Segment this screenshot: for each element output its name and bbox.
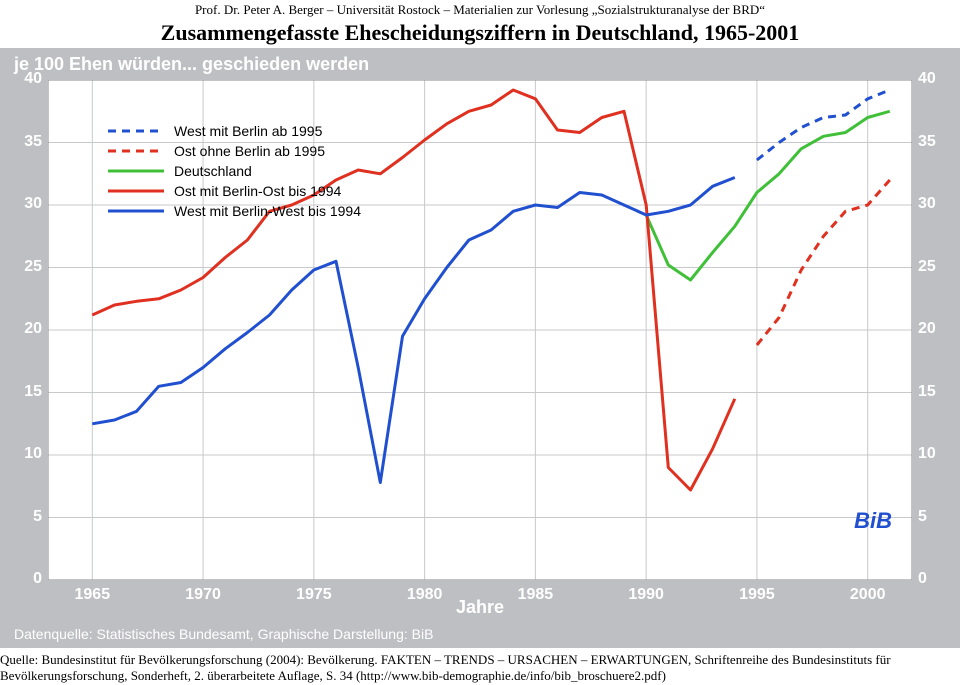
y-tick-label: 35 <box>24 133 42 151</box>
y-tick-label: 15 <box>24 383 42 401</box>
y-tick-label: 5 <box>918 508 927 526</box>
y-tick-label: 30 <box>918 195 936 213</box>
legend-item: West mit Berlin ab 1995 <box>108 122 361 140</box>
legend-item: West mit Berlin-West bis 1994 <box>108 202 361 220</box>
y-tick-label: 0 <box>33 570 42 588</box>
legend-label: West mit Berlin ab 1995 <box>174 123 322 139</box>
legend: West mit Berlin ab 1995 Ost ohne Berlin a… <box>108 122 361 222</box>
legend-item: Ost ohne Berlin ab 1995 <box>108 142 361 160</box>
y-tick-label: 15 <box>918 383 936 401</box>
header-attribution: Prof. Dr. Peter A. Berger – Universität … <box>0 2 960 18</box>
y-tick-label: 20 <box>24 320 42 338</box>
chart-container: je 100 Ehen würden... geschieden werden … <box>0 48 960 648</box>
legend-swatch <box>108 162 164 180</box>
x-axis-title: Jahre <box>456 597 504 618</box>
legend-swatch <box>108 122 164 140</box>
bib-logo: BiB <box>854 508 892 534</box>
legend-label: Ost mit Berlin-Ost bis 1994 <box>174 183 341 199</box>
plot-area: West mit Berlin ab 1995 Ost ohne Berlin a… <box>48 80 912 580</box>
page-header: Prof. Dr. Peter A. Berger – Universität … <box>0 0 960 46</box>
y-tick-label: 40 <box>918 70 936 88</box>
legend-swatch <box>108 182 164 200</box>
y-tick-label: 10 <box>24 445 42 463</box>
x-tick-label: 1965 <box>75 586 111 604</box>
legend-label: Ost ohne Berlin ab 1995 <box>174 143 325 159</box>
legend-swatch <box>108 142 164 160</box>
y-tick-label: 5 <box>33 508 42 526</box>
x-tick-label: 1970 <box>185 586 221 604</box>
legend-label: Deutschland <box>174 163 252 179</box>
citation-footer: Quelle: Bundesinstitut für Bevölkerungsf… <box>0 648 960 685</box>
y-tick-label: 10 <box>918 445 936 463</box>
y-tick-label: 40 <box>24 70 42 88</box>
series-line <box>646 111 890 280</box>
chart-title: je 100 Ehen würden... geschieden werden <box>14 54 369 75</box>
page-title: Zusammengefasste Ehescheidungsziffern in… <box>0 20 960 46</box>
y-tick-label: 25 <box>918 258 936 276</box>
data-source-label: Datenquelle: Statistisches Bundesamt, Gr… <box>14 626 433 642</box>
y-tick-label: 35 <box>918 133 936 151</box>
y-tick-label: 30 <box>24 195 42 213</box>
x-tick-label: 1990 <box>628 586 664 604</box>
legend-label: West mit Berlin-West bis 1994 <box>174 203 361 219</box>
y-tick-label: 25 <box>24 258 42 276</box>
x-tick-label: 1985 <box>518 586 554 604</box>
legend-swatch <box>108 202 164 220</box>
x-tick-label: 2000 <box>850 586 886 604</box>
legend-item: Ost mit Berlin-Ost bis 1994 <box>108 182 361 200</box>
y-tick-label: 20 <box>918 320 936 338</box>
x-tick-label: 1975 <box>296 586 332 604</box>
x-tick-label: 1995 <box>739 586 775 604</box>
x-tick-label: 1980 <box>407 586 443 604</box>
legend-item: Deutschland <box>108 162 361 180</box>
y-tick-label: 0 <box>918 570 927 588</box>
series-line <box>757 90 890 160</box>
